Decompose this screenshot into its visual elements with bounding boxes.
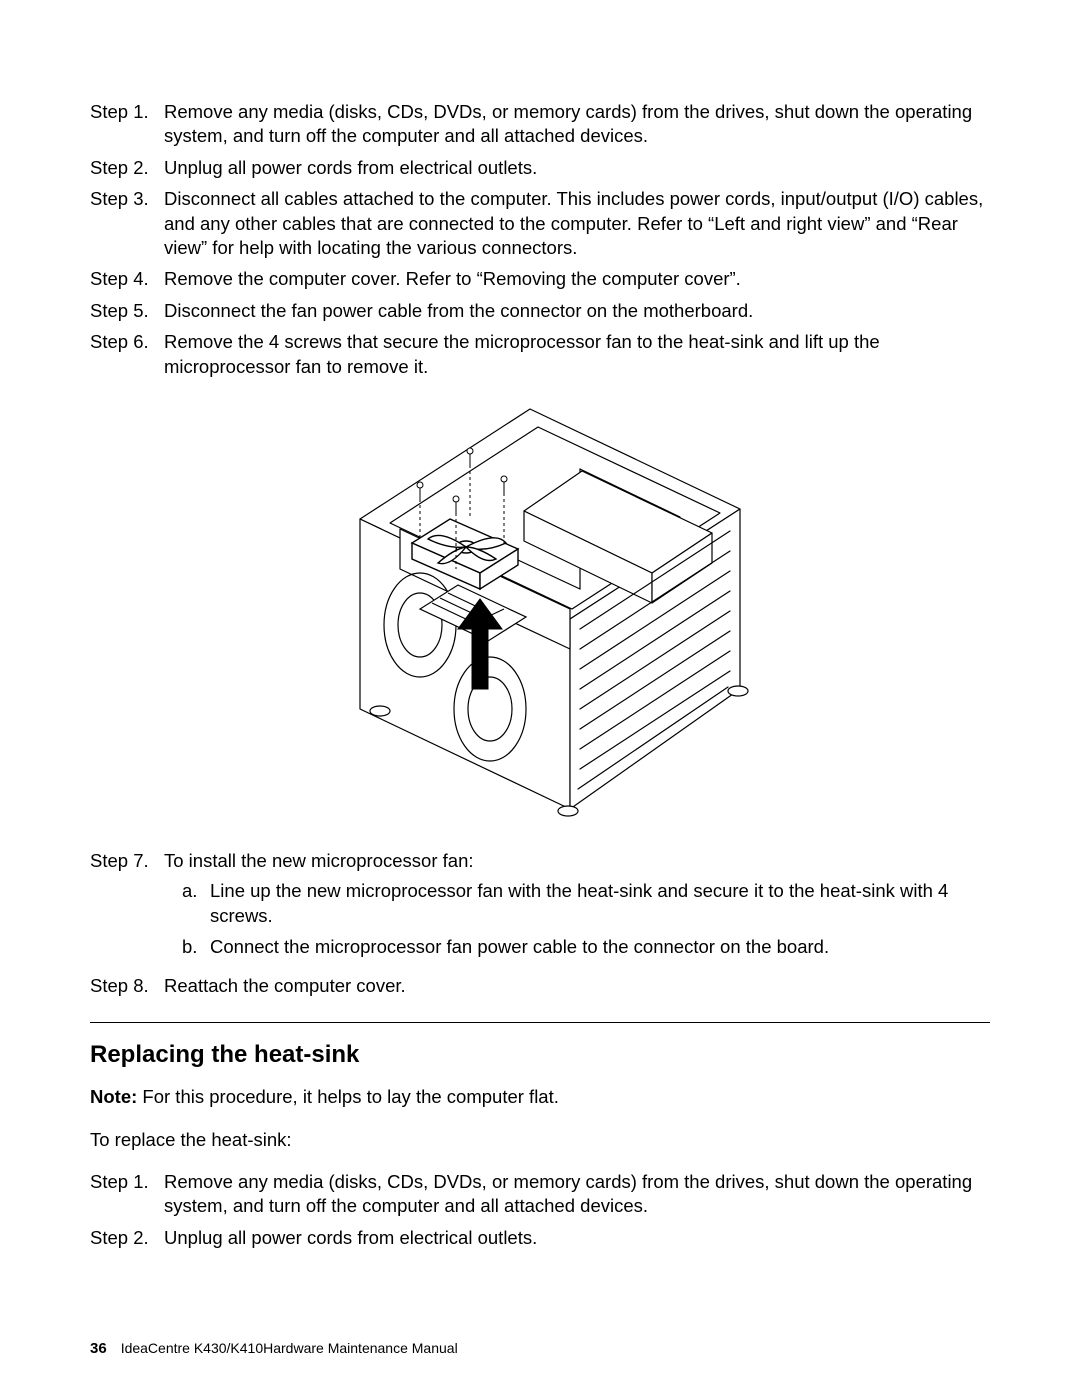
note-paragraph: Note: For this procedure, it helps to la…	[90, 1085, 990, 1109]
step-5: Step 5. Disconnect the fan power cable f…	[90, 299, 990, 323]
fan-removal-diagram	[320, 389, 760, 829]
section-heading: Replacing the heat-sink	[90, 1041, 990, 1069]
step-text: Unplug all power cords from electrical o…	[164, 1226, 990, 1250]
step-8: Step 8. Reattach the computer cover.	[90, 974, 990, 998]
intro-b: To replace the heat-sink:	[90, 1128, 990, 1152]
step-label: Step 2.	[90, 156, 164, 180]
substep-label: b.	[182, 935, 210, 959]
section-divider	[90, 1022, 990, 1023]
procedure-steps-a-cont: Step 7. To install the new microprocesso…	[90, 849, 990, 998]
step-7-intro: To install the new microprocessor fan:	[164, 850, 474, 871]
step-label: Step 7.	[90, 849, 164, 967]
step-text: Disconnect the fan power cable from the …	[164, 299, 990, 323]
step-2: Step 2. Unplug all power cords from elec…	[90, 156, 990, 180]
step-b1: Step 1. Remove any media (disks, CDs, DV…	[90, 1170, 990, 1219]
page-footer: 36 IdeaCentre K430/K410Hardware Maintenan…	[90, 1340, 458, 1357]
procedure-steps-a: Step 1. Remove any media (disks, CDs, DV…	[90, 100, 990, 379]
substep-a: a. Line up the new microprocessor fan wi…	[182, 879, 990, 928]
step-text: To install the new microprocessor fan: a…	[164, 849, 990, 967]
step-label: Step 1.	[90, 1170, 164, 1219]
substep-text: Line up the new microprocessor fan with …	[210, 879, 990, 928]
page-number: 36	[90, 1340, 107, 1357]
step-3: Step 3. Disconnect all cables attached t…	[90, 187, 990, 260]
step-7: Step 7. To install the new microprocesso…	[90, 849, 990, 967]
step-b2: Step 2. Unplug all power cords from elec…	[90, 1226, 990, 1250]
manual-page: Step 1. Remove any media (disks, CDs, DV…	[0, 0, 1080, 1397]
step-text: Unplug all power cords from electrical o…	[164, 156, 990, 180]
note-label: Note:	[90, 1086, 137, 1107]
substep-b: b. Connect the microprocessor fan power …	[182, 935, 990, 959]
step-text: Remove any media (disks, CDs, DVDs, or m…	[164, 100, 990, 149]
step-text: Reattach the computer cover.	[164, 974, 990, 998]
step-label: Step 6.	[90, 330, 164, 379]
step-7-substeps: a. Line up the new microprocessor fan wi…	[164, 879, 990, 959]
substep-label: a.	[182, 879, 210, 928]
step-label: Step 5.	[90, 299, 164, 323]
step-label: Step 1.	[90, 100, 164, 149]
footer-title: IdeaCentre K430/K410Hardware Maintenance…	[121, 1340, 458, 1356]
step-1: Step 1. Remove any media (disks, CDs, DV…	[90, 100, 990, 149]
note-text: For this procedure, it helps to lay the …	[137, 1086, 559, 1107]
step-4: Step 4. Remove the computer cover. Refer…	[90, 267, 990, 291]
step-label: Step 2.	[90, 1226, 164, 1250]
step-text: Remove the computer cover. Refer to “Rem…	[164, 267, 990, 291]
step-label: Step 3.	[90, 187, 164, 260]
step-text: Remove the 4 screws that secure the micr…	[164, 330, 990, 379]
step-text: Disconnect all cables attached to the co…	[164, 187, 990, 260]
step-text: Remove any media (disks, CDs, DVDs, or m…	[164, 1170, 990, 1219]
step-label: Step 8.	[90, 974, 164, 998]
step-6: Step 6. Remove the 4 screws that secure …	[90, 330, 990, 379]
step-label: Step 4.	[90, 267, 164, 291]
substep-text: Connect the microprocessor fan power cab…	[210, 935, 990, 959]
procedure-steps-b: Step 1. Remove any media (disks, CDs, DV…	[90, 1170, 990, 1250]
